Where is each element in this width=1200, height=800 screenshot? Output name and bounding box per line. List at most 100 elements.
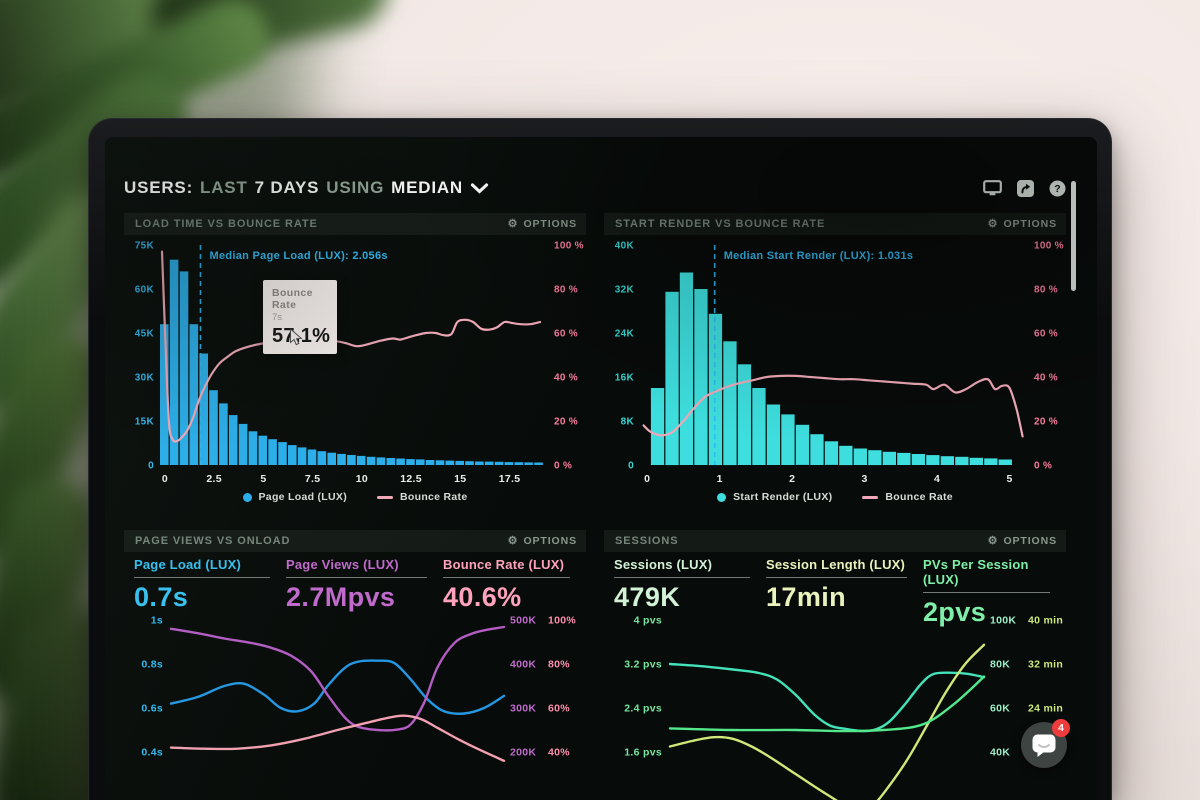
metric-underline bbox=[286, 577, 427, 578]
legend-line bbox=[862, 495, 879, 499]
panel-header: PAGE VIEWS VS ONLOAD ⚙ OPTIONS bbox=[124, 530, 586, 552]
svg-text:40K: 40K bbox=[990, 747, 1010, 759]
svg-text:60%: 60% bbox=[548, 703, 570, 715]
svg-text:Median Start Render (LUX): 1.0: Median Start Render (LUX): 1.031s bbox=[724, 250, 914, 262]
metric-value: 2.7Mpvs bbox=[286, 582, 396, 612]
svg-text:10: 10 bbox=[356, 473, 368, 485]
tooltip-title: Bounce Rate bbox=[272, 287, 313, 311]
panel-sessions: SESSIONS ⚙ OPTIONS Sessions (LUX) 479K bbox=[604, 530, 1066, 800]
panel-page-views: PAGE VIEWS VS ONLOAD ⚙ OPTIONS Page Load… bbox=[124, 530, 586, 800]
svg-text:40K: 40K bbox=[615, 241, 635, 252]
svg-text:4: 4 bbox=[934, 473, 940, 485]
options-button[interactable]: ⚙ OPTIONS bbox=[988, 218, 1057, 230]
metric-underline bbox=[443, 577, 570, 578]
display-icon[interactable] bbox=[983, 180, 1002, 196]
svg-text:20 %: 20 % bbox=[1034, 417, 1058, 428]
svg-text:?: ? bbox=[1054, 183, 1060, 195]
svg-text:32 min: 32 min bbox=[1028, 659, 1063, 671]
svg-text:17.5: 17.5 bbox=[499, 473, 521, 485]
laptop: USERS: LAST 7 DAYS USING MEDIAN ? bbox=[88, 118, 1112, 800]
svg-text:30K: 30K bbox=[135, 373, 155, 384]
svg-text:32K: 32K bbox=[615, 285, 635, 296]
svg-text:80 %: 80 % bbox=[554, 285, 578, 296]
svg-text:100 %: 100 % bbox=[1034, 241, 1064, 252]
gear-icon: ⚙ bbox=[987, 217, 999, 230]
svg-text:300K: 300K bbox=[510, 703, 536, 715]
metric-label: Session Length (LUX) bbox=[766, 557, 906, 572]
svg-text:40 min: 40 min bbox=[1028, 615, 1063, 627]
options-label: OPTIONS bbox=[1003, 218, 1057, 230]
start-render-chart[interactable]: 40K 32K 24K 16K 8K 0 100 % 80 % 60 % 40 % 20 % 0 % 0… bbox=[604, 235, 1066, 487]
title-part: 7 DAYS bbox=[254, 178, 320, 197]
svg-text:2.5: 2.5 bbox=[206, 473, 222, 485]
svg-text:0.6s: 0.6s bbox=[141, 703, 163, 715]
svg-text:3.2 pvs: 3.2 pvs bbox=[624, 659, 662, 671]
metric-sessions: Sessions (LUX) 479K bbox=[614, 557, 766, 628]
load-time-chart[interactable]: 75K 60K 45K 30K 15K 0 100 % 80 % 60 % 40 % 20 % 0 %… bbox=[124, 235, 586, 487]
options-label: OPTIONS bbox=[523, 535, 577, 547]
panel-header: SESSIONS ⚙ OPTIONS bbox=[604, 530, 1066, 552]
legend-label: Start Render (LUX) bbox=[733, 491, 833, 503]
chat-launcher[interactable]: 4 bbox=[1021, 719, 1070, 768]
metric-session-length: Session Length (LUX) 17min bbox=[766, 557, 923, 628]
metric-value: 2pvs bbox=[923, 597, 987, 627]
legend-dot bbox=[717, 492, 727, 502]
svg-text:2.4 pvs: 2.4 pvs bbox=[624, 703, 662, 715]
svg-text:0: 0 bbox=[148, 461, 154, 472]
gear-icon: ⚙ bbox=[987, 534, 999, 547]
metric-value: 17min bbox=[766, 582, 847, 612]
svg-text:12.5: 12.5 bbox=[400, 473, 422, 485]
panel-title: SESSIONS bbox=[615, 535, 679, 547]
dashboard-grid: LOAD TIME VS BOUNCE RATE ⚙ OPTIONS 75K 60… bbox=[124, 213, 1066, 800]
panel-header: START RENDER VS BOUNCE RATE ⚙ OPTIONS bbox=[604, 213, 1066, 235]
legend-label: Bounce Rate bbox=[400, 491, 468, 503]
legend: Start Render (LUX) Bounce Rate bbox=[604, 487, 1066, 507]
metric-value: 0.7s bbox=[134, 582, 189, 612]
title-part: LAST bbox=[200, 178, 248, 197]
notification-badge: 4 bbox=[1052, 719, 1070, 737]
metric-value: 40.6% bbox=[443, 582, 522, 612]
svg-text:Median Page Load (LUX): 2.056s: Median Page Load (LUX): 2.056s bbox=[209, 250, 387, 262]
panel-header: LOAD TIME VS BOUNCE RATE ⚙ OPTIONS bbox=[124, 213, 586, 235]
metric-label: Page Views (LUX) bbox=[286, 557, 399, 572]
scrollbar[interactable] bbox=[1071, 181, 1076, 291]
title-part: USING bbox=[326, 178, 385, 197]
options-button[interactable]: ⚙ OPTIONS bbox=[508, 535, 577, 547]
title-part: USERS: bbox=[124, 178, 194, 197]
metric-label: Bounce Rate (LUX) bbox=[443, 557, 565, 572]
svg-text:500K: 500K bbox=[510, 615, 536, 627]
svg-text:40 %: 40 % bbox=[1034, 373, 1058, 384]
svg-text:45K: 45K bbox=[135, 329, 155, 340]
svg-text:2: 2 bbox=[789, 473, 795, 485]
app-header: USERS: LAST 7 DAYS USING MEDIAN ? bbox=[124, 175, 1066, 201]
legend-dot bbox=[242, 492, 252, 502]
svg-text:0.4s: 0.4s bbox=[141, 747, 163, 759]
svg-text:60 %: 60 % bbox=[1034, 329, 1058, 340]
svg-text:60K: 60K bbox=[135, 285, 155, 296]
svg-text:0 %: 0 % bbox=[1034, 461, 1052, 472]
help-icon[interactable]: ? bbox=[1049, 180, 1066, 197]
panel-start-render: START RENDER VS BOUNCE RATE ⚙ OPTIONS 40… bbox=[604, 213, 1066, 507]
page-title[interactable]: USERS: LAST 7 DAYS USING MEDIAN bbox=[124, 178, 489, 198]
legend-item: Start Render (LUX) bbox=[717, 491, 832, 503]
metric-bounce-rate: Bounce Rate (LUX) 40.6% bbox=[443, 557, 586, 614]
header-icons: ? bbox=[983, 179, 1066, 197]
options-label: OPTIONS bbox=[523, 218, 577, 230]
legend-label: Page Load (LUX) bbox=[258, 491, 348, 503]
options-button[interactable]: ⚙ OPTIONS bbox=[508, 218, 577, 230]
options-button[interactable]: ⚙ OPTIONS bbox=[988, 535, 1057, 547]
share-icon[interactable] bbox=[1017, 179, 1034, 197]
sessions-chart[interactable]: 4 pvs 3.2 pvs 2.4 pvs 1.6 pvs 100K 80K 60K 40K 4… bbox=[604, 614, 1066, 800]
mouse-cursor-icon bbox=[290, 328, 303, 346]
metric-value: 479K bbox=[614, 582, 681, 612]
page-views-chart[interactable]: 1s 0.8s 0.6s 0.4s 500K 400K 300K 200K 100% 80% 60%… bbox=[124, 614, 586, 800]
svg-text:100 %: 100 % bbox=[554, 241, 584, 252]
svg-text:0 %: 0 % bbox=[554, 461, 572, 472]
svg-text:16K: 16K bbox=[615, 373, 635, 384]
svg-text:0: 0 bbox=[628, 461, 634, 472]
gear-icon: ⚙ bbox=[507, 217, 519, 230]
legend-item: Page Load (LUX) bbox=[242, 491, 348, 503]
svg-text:0: 0 bbox=[644, 473, 650, 485]
metric-label: Sessions (LUX) bbox=[614, 557, 713, 572]
